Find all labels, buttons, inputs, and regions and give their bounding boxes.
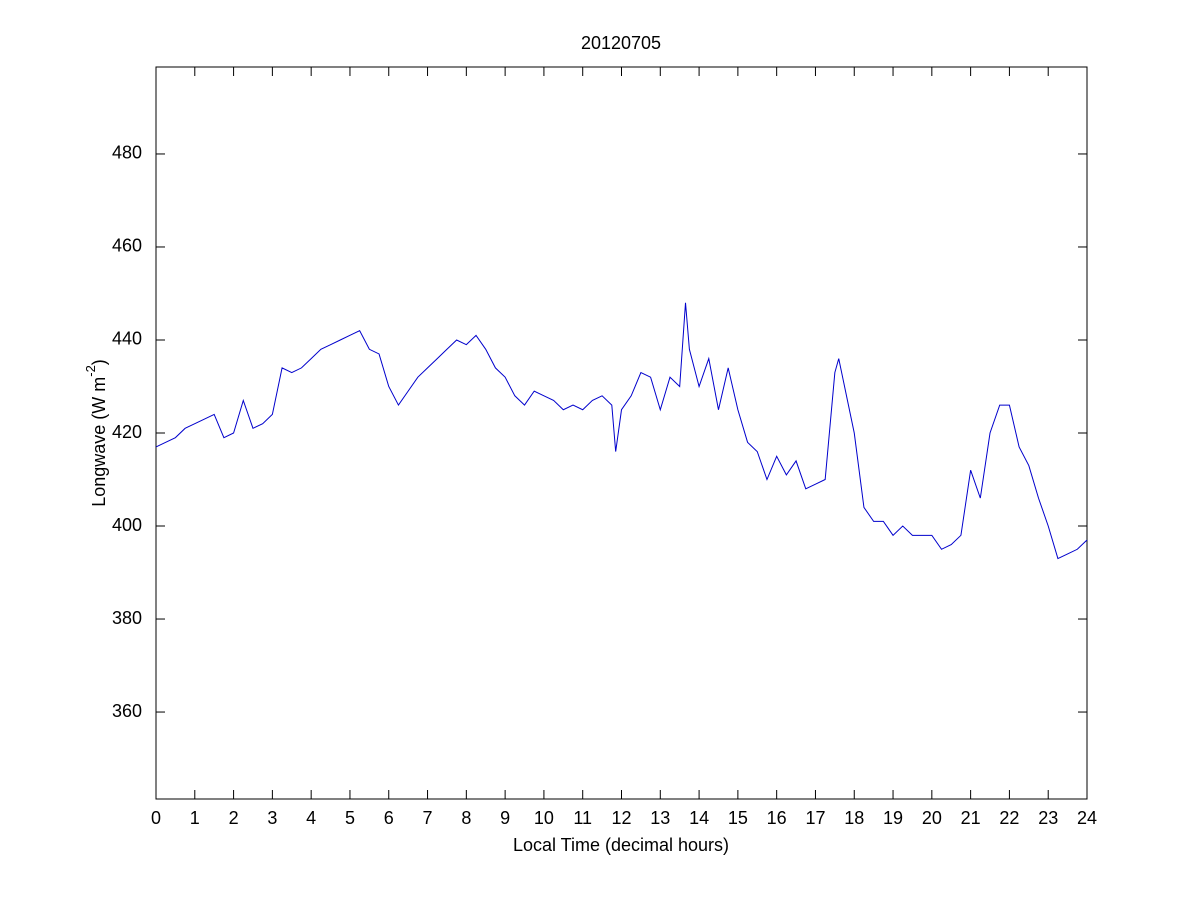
x-tick-label: 3 bbox=[267, 808, 277, 828]
y-tick-label: 440 bbox=[112, 329, 142, 349]
y-tick-label: 460 bbox=[112, 236, 142, 256]
y-tick-label: 400 bbox=[112, 515, 142, 535]
y-axis-label-sup: -2 bbox=[83, 365, 98, 377]
x-tick-label: 5 bbox=[345, 808, 355, 828]
x-tick-label: 21 bbox=[961, 808, 981, 828]
y-axis-label-main: Longwave (W m bbox=[89, 377, 109, 507]
x-tick-label: 6 bbox=[384, 808, 394, 828]
x-tick-label: 20 bbox=[922, 808, 942, 828]
x-tick-label: 13 bbox=[650, 808, 670, 828]
x-tick-label: 19 bbox=[883, 808, 903, 828]
chart-title: 20120705 bbox=[581, 33, 661, 53]
x-tick-label: 23 bbox=[1038, 808, 1058, 828]
x-tick-label: 0 bbox=[151, 808, 161, 828]
x-tick-label: 12 bbox=[611, 808, 631, 828]
x-tick-label: 2 bbox=[229, 808, 239, 828]
y-axis-label-end: ) bbox=[89, 359, 109, 365]
x-tick-label: 4 bbox=[306, 808, 316, 828]
x-tick-label: 22 bbox=[999, 808, 1019, 828]
x-tick-label: 8 bbox=[461, 808, 471, 828]
x-tick-label: 10 bbox=[534, 808, 554, 828]
x-tick-label: 7 bbox=[423, 808, 433, 828]
x-tick-label: 15 bbox=[728, 808, 748, 828]
x-tick-label: 18 bbox=[844, 808, 864, 828]
x-tick-label: 24 bbox=[1077, 808, 1097, 828]
y-tick-label: 420 bbox=[112, 422, 142, 442]
y-tick-label: 360 bbox=[112, 701, 142, 721]
y-tick-label: 380 bbox=[112, 608, 142, 628]
x-tick-label: 14 bbox=[689, 808, 709, 828]
y-axis-label: Longwave (W m-2) bbox=[83, 359, 108, 507]
x-tick-label: 11 bbox=[573, 808, 592, 828]
data-line bbox=[155, 302, 1088, 560]
x-axis-label: Local Time (decimal hours) bbox=[513, 835, 729, 855]
x-tick-label: 1 bbox=[190, 808, 200, 828]
x-tick-label: 9 bbox=[500, 808, 510, 828]
y-tick-label: 480 bbox=[112, 143, 142, 163]
x-tick-label: 17 bbox=[805, 808, 825, 828]
x-tick-label: 16 bbox=[767, 808, 787, 828]
